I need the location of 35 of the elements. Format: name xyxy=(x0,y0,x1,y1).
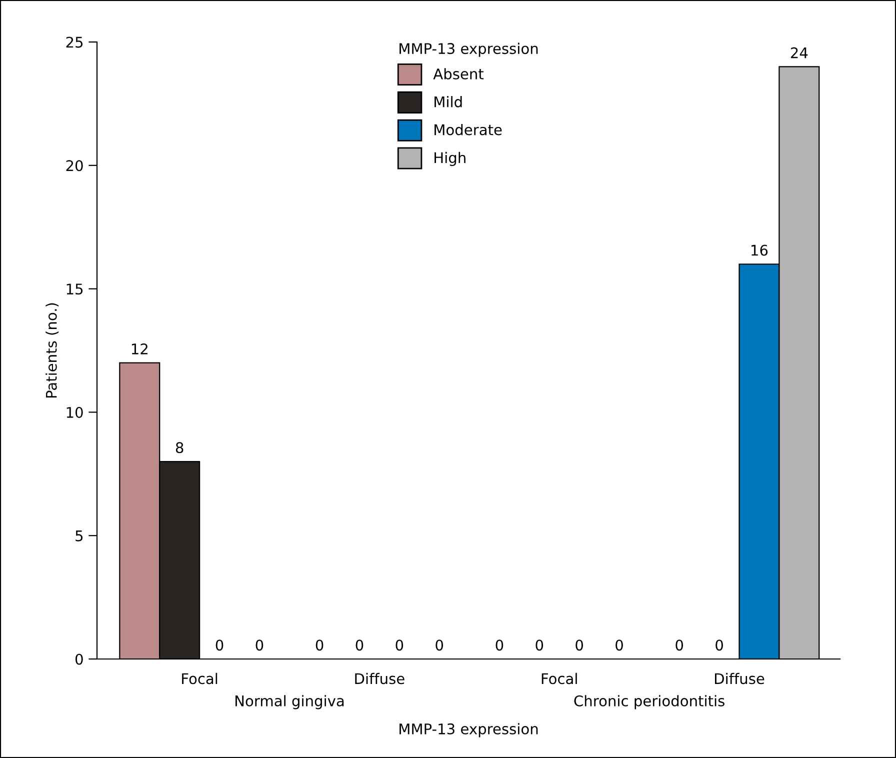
y-axis-title: Patients (no.) xyxy=(46,303,59,398)
legend-label: Absent xyxy=(433,68,484,80)
data-label: 0 xyxy=(676,640,684,651)
data-label: 0 xyxy=(396,640,404,651)
data-label: 0 xyxy=(316,640,324,651)
y-tick-label: 5 xyxy=(76,530,83,542)
x-tick-label: Diffuse xyxy=(715,672,764,684)
data-label: 0 xyxy=(436,640,444,651)
x-tick-label: Focal xyxy=(182,672,218,684)
legend-label: Mild xyxy=(434,96,462,108)
data-label: 0 xyxy=(616,640,623,651)
text: Normal gingiva xyxy=(236,695,344,710)
x-tick-label: Diffuse xyxy=(355,672,404,684)
data-label: 12 xyxy=(132,343,148,354)
x-tick-label: Focal xyxy=(542,672,577,684)
y-tick-label: 0 xyxy=(75,654,83,665)
legend-label: High xyxy=(434,152,466,166)
y-tick-label: 25 xyxy=(66,36,83,48)
data-label: 0 xyxy=(716,640,723,651)
y-tick-label: 20 xyxy=(66,160,83,172)
y-tick-label: 10 xyxy=(66,406,83,418)
x-axis-title: MMP-13 expression xyxy=(400,723,538,738)
legend-label: Moderate xyxy=(434,124,502,136)
y-tick-label: 15 xyxy=(66,284,83,295)
data-label: 0 xyxy=(216,640,224,651)
data-label: 0 xyxy=(576,640,583,651)
data-label: 16 xyxy=(752,244,768,256)
text: Chronic periodontitis xyxy=(574,695,724,710)
data-label: 0 xyxy=(256,640,264,651)
data-label: 0 xyxy=(496,640,504,651)
legend-title: MMP-13 expression xyxy=(400,42,538,57)
data-label: 24 xyxy=(790,47,808,58)
data-label: 8 xyxy=(176,442,184,454)
data-label: 0 xyxy=(536,640,544,651)
data-label: 0 xyxy=(356,640,364,651)
